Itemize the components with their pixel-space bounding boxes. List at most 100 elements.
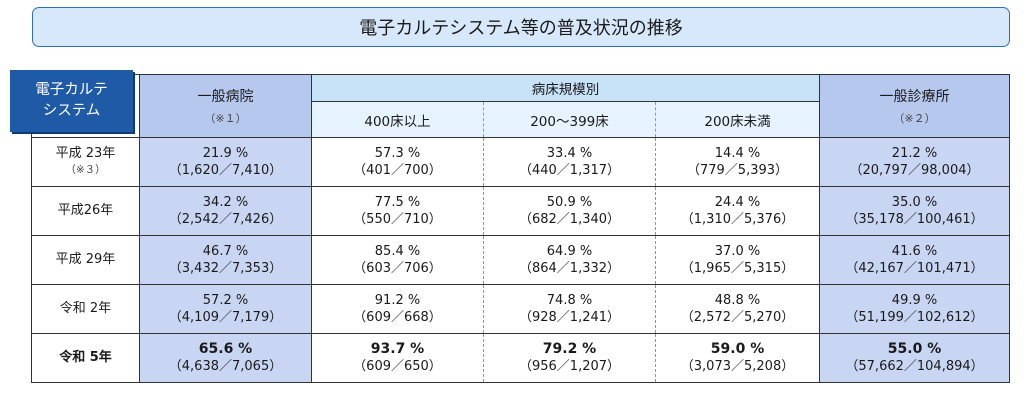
page-title-text: 電子カルテシステム等の普及状況の推移 (359, 18, 683, 39)
cell-fraction: （609／668） (353, 310, 442, 325)
cell-general-hospital: 46.7 % （3,432／7,353） (139, 235, 312, 285)
header-general-hospital-label: 一般病院 (197, 89, 254, 105)
cell-bed-under-200: 37.0 % （1,965／5,315） (654, 235, 821, 285)
cell-general-clinic: 21.2 % （20,797／98,004） (819, 137, 1011, 187)
cell-bed-200-399: 33.4 % （440／1,317） (483, 137, 656, 187)
header-general-hospital: 一般病院 （※１） (139, 74, 312, 138)
header-bed-200-399-label: 200～399床 (530, 113, 609, 130)
row-label-text: 平成 23年 (55, 146, 116, 161)
row-label-text: 令和 2年 (59, 301, 112, 316)
cell-percent: 21.2 % (891, 146, 938, 161)
cell-percent: 21.9 % (202, 146, 249, 161)
cell-percent: 35.0 % (891, 195, 938, 210)
row-label-text: 令和 5年 (59, 350, 112, 365)
cell-general-clinic: 55.0 % （57,662／104,894） (819, 333, 1011, 383)
cell-percent: 77.5 % (374, 195, 421, 210)
table-row: 平成26年 34.2 % （2,542／7,426） 77.5 % （550／7… (31, 186, 1011, 236)
cell-general-clinic: 41.6 % （42,167／101,471） (819, 235, 1011, 285)
cell-general-clinic: 35.0 % （35,178／100,461） (819, 186, 1011, 236)
cell-fraction: （603／706） (353, 261, 442, 276)
cell-bed-400-plus: 77.5 % （550／710） (311, 186, 484, 236)
cell-bed-200-399: 50.9 % （682／1,340） (483, 186, 656, 236)
cell-bed-400-plus: 85.4 % （603／706） (311, 235, 484, 285)
cell-fraction: （1,310／5,376） (680, 212, 795, 227)
cell-percent: 24.4 % (714, 195, 761, 210)
cell-fraction: （3,073／5,208） (680, 359, 795, 374)
cell-percent: 50.9 % (546, 195, 593, 210)
cell-percent: 55.0 % (887, 341, 942, 357)
cell-fraction: （682／1,340） (518, 212, 621, 227)
row-label-text: 平成26年 (57, 203, 114, 218)
cell-bed-under-200: 24.4 % （1,310／5,376） (654, 186, 821, 236)
cell-bed-under-200: 14.4 % （779／5,393） (654, 137, 821, 187)
cell-fraction: （20,797／98,004） (849, 163, 980, 178)
header-general-clinic-note: （※２） (893, 112, 936, 125)
cell-percent: 48.8 % (714, 293, 761, 308)
cell-fraction: （35,178／100,461） (845, 212, 984, 227)
cell-fraction: （3,432／7,353） (168, 261, 283, 276)
header-bed-200-399: 200～399床 (483, 101, 656, 138)
header-bed-scale-group-label: 病床規模別 (531, 82, 600, 99)
cell-fraction: （864／1,332） (518, 261, 621, 276)
row-label-text: 平成 29年 (55, 252, 116, 267)
cell-percent: 85.4 % (374, 244, 421, 259)
cell-general-hospital: 57.2 % （4,109／7,179） (139, 284, 312, 334)
cell-percent: 34.2 % (202, 195, 249, 210)
header-bed-under-200: 200床未満 (654, 101, 821, 138)
cell-percent: 41.6 % (891, 244, 938, 259)
cell-fraction: （4,109／7,179） (168, 310, 283, 325)
row-label: 平成 23年 （※３） (31, 137, 140, 187)
cell-fraction: （51,199／102,612） (845, 310, 984, 325)
cell-fraction: （401／700） (353, 163, 442, 178)
cell-fraction: （928／1,241） (518, 310, 621, 325)
row-label: 平成26年 (31, 186, 140, 236)
cell-percent: 37.0 % (714, 244, 761, 259)
corner-label-line-1: 電子カルテ (35, 82, 108, 98)
cell-percent: 91.2 % (374, 293, 421, 308)
header-bed-scale-group: 病床規模別 (310, 73, 821, 103)
row-label: 令和 2年 (31, 284, 140, 334)
cell-percent: 46.7 % (202, 244, 249, 259)
cell-general-hospital: 34.2 % （2,542／7,426） (139, 186, 312, 236)
cell-percent: 57.3 % (374, 146, 421, 161)
header-bed-under-200-label: 200床未満 (704, 113, 771, 130)
cell-fraction: （1,965／5,315） (680, 261, 795, 276)
cell-percent: 74.8 % (546, 293, 593, 308)
cell-fraction: （1,620／7,410） (168, 163, 283, 178)
header-bed-400-plus: 400床以上 (311, 101, 484, 138)
cell-fraction: （42,167／101,471） (845, 261, 984, 276)
corner-label: 電子カルテ システム (10, 70, 133, 132)
cell-percent: 79.2 % (542, 341, 597, 357)
cell-general-clinic: 49.9 % （51,199／102,612） (819, 284, 1011, 334)
row-label: 令和 5年 (31, 333, 140, 383)
header-general-clinic-label: 一般診療所 (879, 89, 950, 105)
cell-percent: 59.0 % (710, 341, 765, 357)
corner-label-line-2: システム (42, 103, 101, 119)
header-general-hospital-note: （※１） (204, 112, 247, 125)
cell-percent: 93.7 % (370, 341, 425, 357)
cell-percent: 65.6 % (198, 341, 253, 357)
cell-general-hospital: 65.6 % （4,638／7,065） (139, 333, 312, 383)
cell-percent: 57.2 % (202, 293, 249, 308)
cell-general-hospital: 21.9 % （1,620／7,410） (139, 137, 312, 187)
ehr-adoption-table: 一般病院 （※１） 病床規模別 一般診療所 （※２） 400床以上 200～39… (31, 73, 1011, 383)
cell-bed-400-plus: 93.7 % （609／650） (311, 333, 484, 383)
table-row: 令和 2年 57.2 % （4,109／7,179） 91.2 % （609／6… (31, 284, 1011, 334)
cell-bed-under-200: 59.0 % （3,073／5,208） (654, 333, 821, 383)
cell-percent: 49.9 % (891, 293, 938, 308)
page-title: 電子カルテシステム等の普及状況の推移 (32, 7, 1010, 47)
cell-bed-200-399: 64.9 % （864／1,332） (483, 235, 656, 285)
cell-percent: 64.9 % (546, 244, 593, 259)
cell-bed-under-200: 48.8 % （2,572／5,270） (654, 284, 821, 334)
cell-fraction: （956／1,207） (518, 359, 621, 374)
cell-bed-400-plus: 91.2 % （609／668） (311, 284, 484, 334)
table-row: 平成 29年 46.7 % （3,432／7,353） 85.4 % （603／… (31, 235, 1011, 285)
table-row: 平成 23年 （※３） 21.9 % （1,620／7,410） 57.3 % … (31, 137, 1011, 187)
cell-fraction: （57,662／104,894） (845, 359, 984, 374)
cell-percent: 33.4 % (546, 146, 593, 161)
cell-fraction: （4,638／7,065） (168, 359, 283, 374)
header-general-clinic: 一般診療所 （※２） (819, 74, 1011, 138)
row-label: 平成 29年 (31, 235, 140, 285)
cell-bed-200-399: 79.2 % （956／1,207） (483, 333, 656, 383)
row-label-note: （※３） (65, 164, 106, 176)
